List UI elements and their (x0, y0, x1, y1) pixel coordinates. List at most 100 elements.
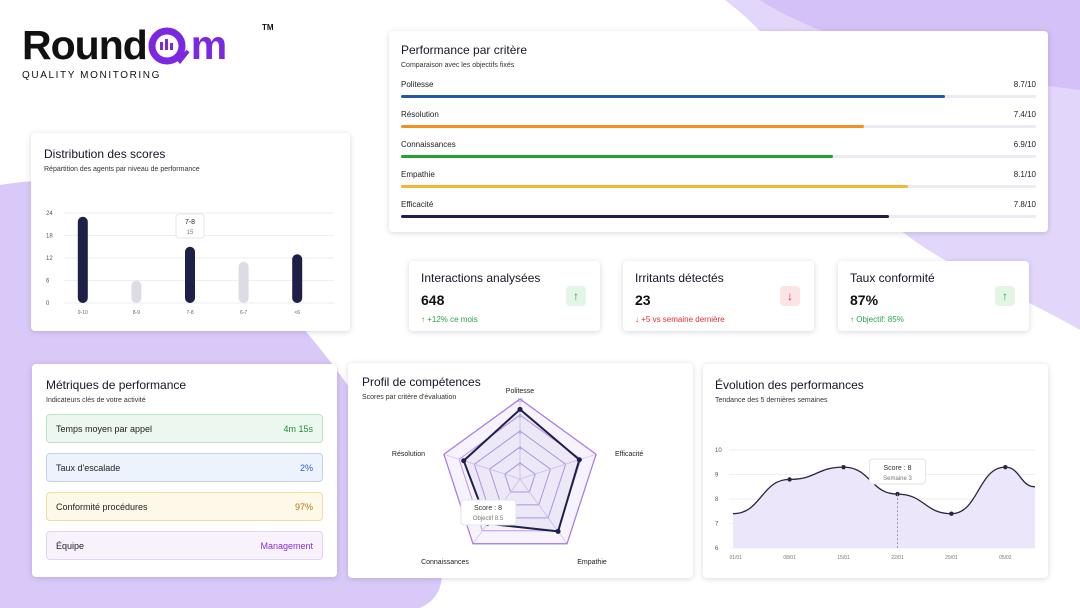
criteria-value: 8.1/10 (1013, 170, 1036, 179)
radar-axis-label: Résolution (392, 451, 425, 458)
y-tick-label: 10 (715, 448, 722, 454)
x-tick-label: 7-8 (186, 310, 193, 316)
criteria-value: 8.7/10 (1013, 80, 1036, 89)
evolution-title: Évolution des performances (715, 378, 864, 392)
criteria-label: Résolution (401, 110, 439, 119)
kpi-change: ↑ +12% ce mois (421, 315, 478, 324)
metric-label: Taux d'escalade (56, 462, 121, 473)
criteria-track (401, 185, 1036, 188)
y-tick-label: 8 (715, 497, 719, 503)
bar-tooltip: 7-8 15 (175, 213, 205, 239)
trend-point[interactable] (1003, 464, 1008, 470)
criteria-track (401, 215, 1036, 218)
criteria-value: 6.9/10 (1013, 140, 1036, 149)
tooltip-label: 7-8 (185, 219, 195, 226)
criteria-value: 7.8/10 (1013, 200, 1036, 209)
radar-axis-label: Empathie (577, 559, 607, 566)
criteria-row: Politesse 8.7/10 (401, 80, 1036, 110)
trend-point[interactable] (787, 477, 792, 482)
x-tick-label: 15/01 (837, 555, 850, 561)
y-tick-label: 6 (46, 279, 50, 285)
kpi-change: ↑ Objectif: 85% (850, 315, 904, 324)
distribution-chart: 0 6 12 18 24 9-10 8-9 7-8 6-7 <6 7-8 15 (46, 211, 334, 316)
metric-label: Temps moyen par appel (56, 423, 153, 434)
evolution-tooltip: Score : 8 Semaine 3 (868, 458, 926, 485)
evolution-chart: 6 7 8 9 10 01/01 08/01 15/01 22/01 29/01 05/02 Scor… (715, 448, 1036, 561)
metrics-list: Temps moyen par appel 4m 15s Taux d'escal… (46, 414, 323, 560)
logo-q-icon (148, 27, 190, 65)
radar-point[interactable] (517, 406, 523, 412)
kpi-interactions: Interactions analysées 648 ↑ +12% ce moi… (409, 261, 600, 331)
bar[interactable] (238, 261, 249, 303)
logo-m: m (190, 22, 227, 68)
criteria-subtitle: Comparaison avec les objectifs fixés (401, 62, 515, 69)
evolution-subtitle: Tendance des 5 dernières semaines (715, 397, 828, 404)
radar-tooltip: Score : 8 Objectif 8.5 (460, 499, 517, 526)
criteria-track (401, 95, 1036, 98)
metrics-subtitle: Indicateurs clés de votre activité (46, 397, 146, 404)
bar[interactable] (185, 246, 195, 303)
tooltip-line2: Semaine 3 (883, 476, 912, 482)
y-tick-label: 0 (46, 301, 50, 307)
tooltip-box (460, 499, 517, 526)
roundqm-logo: Round m TM QUALITY MONITORING (22, 22, 274, 81)
x-tick-label: 05/02 (999, 555, 1012, 561)
kpi-change: ↓ +5 vs semaine dernière (635, 315, 725, 324)
metric-row: Temps moyen par appel 4m 15s (46, 414, 323, 443)
arrow-down-icon: ↓ (780, 286, 800, 306)
criteria-row: Empathie 8.1/10 (401, 170, 1036, 200)
bar[interactable] (77, 216, 88, 303)
kpi-title: Taux conformité (850, 271, 935, 285)
criteria-track (401, 125, 1036, 128)
radar-axis-label: Efficacité (615, 451, 643, 458)
metrics-title: Métriques de performance (46, 378, 187, 392)
x-tick-label: 29/01 (945, 555, 958, 561)
radar-axis (519, 453, 597, 480)
criteria-row: Efficacité 7.8/10 (401, 200, 1036, 230)
area-fill (733, 467, 1035, 548)
trend-point[interactable] (841, 464, 846, 470)
bar[interactable] (131, 280, 142, 304)
x-tick-label: 01/01 (729, 555, 742, 561)
criteria-bar (401, 125, 864, 128)
radar-grid (488, 446, 552, 506)
radar-chart: 246810PolitesseEfficacitéEmpathieConnais… (392, 388, 643, 566)
radar-card: Profil de compétences Scores par critère… (348, 363, 693, 578)
distribution-card: Distribution des scores Répartition des … (31, 133, 350, 331)
y-tick-label: 6 (715, 546, 719, 552)
x-tick-label: 22/01 (891, 555, 904, 561)
evolution-card: Évolution des performances Tendance des … (703, 364, 1048, 578)
bar[interactable] (292, 254, 303, 303)
radar-subtitle: Scores par critère d'évaluation (362, 394, 457, 401)
tooltip-line1: Score : 8 (474, 505, 502, 512)
radar-point[interactable] (555, 528, 561, 534)
criteria-track (401, 155, 1036, 158)
tooltip-box (868, 458, 926, 485)
kpi-conformite: Taux conformité 87% ↑ Objectif: 85% ↑ (838, 261, 1029, 331)
trend-point[interactable] (949, 511, 954, 516)
radar-point[interactable] (576, 457, 582, 463)
metric-value: 4m 15s (283, 423, 313, 434)
metrics-card: Métriques de performance Indicateurs clé… (32, 364, 337, 577)
logo-tagline: QUALITY MONITORING (22, 70, 162, 81)
tooltip-box (175, 213, 205, 239)
kpi-title: Interactions analysées (421, 271, 541, 285)
criteria-title: Performance par critère (401, 43, 528, 57)
metric-row: Équipe Management (46, 531, 323, 560)
metric-label: Conformité procédures (56, 501, 148, 512)
kpi-irritants: Irritants détectés 23 ↓ +5 vs semaine de… (623, 261, 814, 331)
criteria-label: Efficacité (401, 200, 434, 209)
metric-label: Équipe (56, 540, 85, 551)
metric-row: Conformité procédures 97% (46, 492, 323, 521)
x-tick-label: 9-10 (78, 310, 88, 316)
metric-value: 2% (299, 462, 313, 473)
kpi-value: 87% (850, 292, 879, 308)
y-tick-label: 9 (715, 473, 719, 479)
criteria-label: Connaissances (401, 140, 456, 149)
x-tick-label: 6-7 (240, 310, 247, 316)
logo-trademark: TM (262, 23, 274, 32)
x-tick-label: 8-9 (133, 310, 140, 316)
radar-point[interactable] (461, 458, 467, 464)
tooltip-line1: Score : 8 (883, 465, 911, 472)
radar-axis-label: Politesse (506, 388, 535, 395)
